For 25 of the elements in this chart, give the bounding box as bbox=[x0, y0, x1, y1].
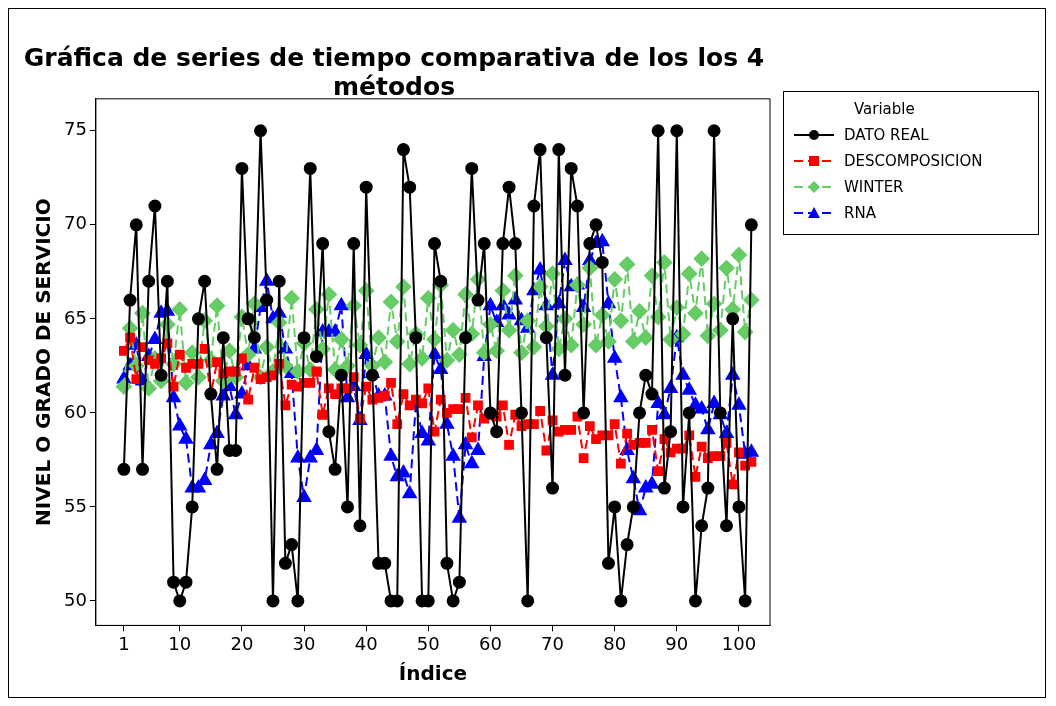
chart-title: Gráfica de series de tiempo comparativa de los los 4 métodos bbox=[22, 43, 766, 101]
y-tick-label: 65 bbox=[64, 306, 87, 328]
x-tick-label: 40 bbox=[354, 632, 378, 654]
legend-label: WINTER bbox=[844, 178, 904, 196]
x-tick-label: 80 bbox=[603, 632, 627, 654]
x-tick-label: 10 bbox=[168, 632, 192, 654]
y-axis-title: NIVEL O GRADO DE SERVICIO bbox=[31, 198, 56, 526]
legend-label: RNA bbox=[844, 204, 876, 222]
x-tick-label: 20 bbox=[230, 632, 254, 654]
x-tick-label: 30 bbox=[292, 632, 316, 654]
x-tick-label: 1 bbox=[118, 632, 130, 654]
x-tick-label: 70 bbox=[541, 632, 564, 654]
x-axis-title: Índice bbox=[398, 661, 468, 686]
x-tick-label: 60 bbox=[478, 632, 502, 654]
legend-label: DATO REAL bbox=[844, 126, 929, 144]
x-tick-label: 90 bbox=[665, 632, 689, 654]
legend-label: DESCOMPOSICION bbox=[844, 152, 983, 170]
x-tick-label: 100 bbox=[721, 632, 757, 654]
x-tick-label: 50 bbox=[416, 632, 440, 654]
y-tick-label: 55 bbox=[64, 494, 87, 516]
y-tick-label: 75 bbox=[64, 118, 87, 140]
y-tick-label: 60 bbox=[64, 400, 87, 422]
legend-title: Variable bbox=[854, 100, 916, 118]
y-tick-label: 70 bbox=[64, 212, 87, 234]
y-tick-label: 50 bbox=[64, 588, 87, 610]
